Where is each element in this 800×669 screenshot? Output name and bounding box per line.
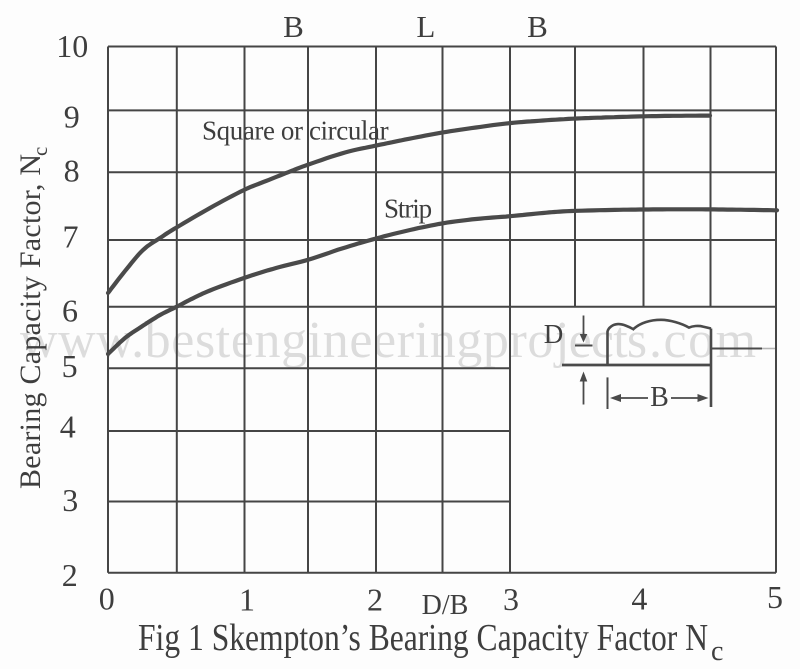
svg-text:4: 4 xyxy=(60,409,76,445)
svg-text:D/B: D/B xyxy=(422,590,469,621)
svg-text:8: 8 xyxy=(64,153,80,189)
svg-text:3: 3 xyxy=(62,482,78,518)
svg-text:3: 3 xyxy=(503,581,519,617)
svg-text:D: D xyxy=(544,319,564,349)
svg-text:4: 4 xyxy=(631,581,647,617)
svg-text:B: B xyxy=(283,9,304,44)
svg-text:c: c xyxy=(711,636,723,667)
svg-text:B: B xyxy=(650,382,669,413)
svg-text:Square or circular: Square or circular xyxy=(202,116,389,146)
svg-text:2: 2 xyxy=(62,557,78,593)
svg-text:1: 1 xyxy=(239,582,255,618)
svg-text:L: L xyxy=(416,9,435,44)
svg-text:10: 10 xyxy=(56,28,88,64)
svg-text:c: c xyxy=(28,147,52,156)
svg-text:5: 5 xyxy=(62,348,78,384)
svg-text:.com: .com xyxy=(649,312,758,369)
svg-text:B: B xyxy=(527,9,548,44)
svg-text:7: 7 xyxy=(63,219,79,255)
svg-text:Bearing Capacity Factor, N: Bearing Capacity Factor, N xyxy=(14,154,47,489)
svg-text:www.bestengineeringpro: www.bestengineeringpro xyxy=(20,312,554,369)
svg-text:2: 2 xyxy=(367,582,383,618)
svg-text:Strip: Strip xyxy=(384,193,432,223)
svg-text:6: 6 xyxy=(62,293,78,329)
svg-text:jects: jects xyxy=(553,312,646,369)
svg-text:0: 0 xyxy=(99,581,115,617)
svg-text:Fig 1 Skempton’s Bearing Capac: Fig 1 Skempton’s Bearing Capacity Factor… xyxy=(138,617,708,659)
svg-text:5: 5 xyxy=(767,579,783,615)
svg-text:9: 9 xyxy=(64,98,80,134)
